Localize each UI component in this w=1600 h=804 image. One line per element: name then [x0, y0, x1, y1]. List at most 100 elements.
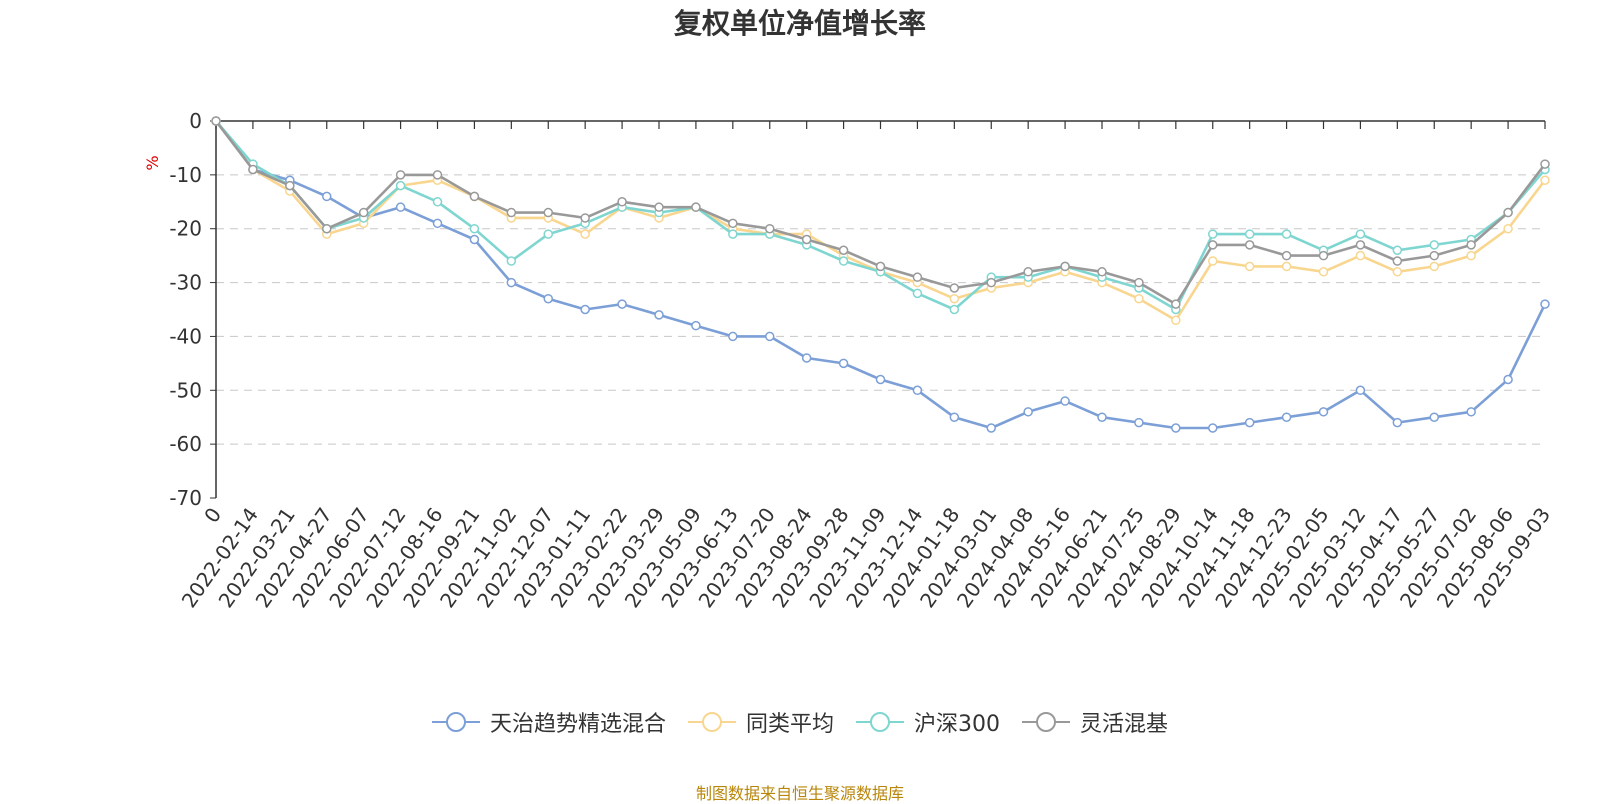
series-line-1: [214, 120, 1547, 322]
series-line-2: [215, 120, 1546, 311]
data-point-series-0: [395, 202, 406, 212]
data-point-series-2: [949, 304, 960, 315]
legend-item-series-3[interactable]: 灵活混基: [1022, 706, 1168, 738]
data-point-series-2: [506, 256, 517, 266]
legend-item-series-1[interactable]: 同类平均: [687, 706, 834, 738]
data-point-series-2: [469, 223, 480, 234]
data-point-series-1: [580, 229, 590, 239]
chart-legend: 天治趋势精选混合 同类平均 沪深300 灵活混基: [0, 706, 1600, 738]
data-point-series-3: [691, 202, 701, 212]
data-point-series-0: [1060, 396, 1070, 406]
data-point-series-0: [1023, 407, 1033, 417]
data-point-series-1: [1466, 250, 1476, 261]
data-point-series-3: [1355, 240, 1366, 250]
data-point-series-2: [838, 256, 849, 266]
data-point-series-3: [838, 245, 849, 256]
data-point-series-0: [1392, 417, 1403, 428]
chart-title: 复权单位净值增长率: [673, 7, 926, 40]
data-point-series-0: [1466, 407, 1476, 417]
data-point-series-0: [801, 353, 812, 363]
data-point-series-0: [1097, 412, 1107, 422]
legend-item-series-0[interactable]: 天治趋势精选混合: [431, 706, 666, 738]
data-point-series-1: [1281, 261, 1292, 272]
data-point-series-0: [765, 331, 775, 342]
data-point-series-0: [875, 374, 886, 385]
data-source-note: 制图数据来自恒生聚源数据库: [695, 784, 904, 803]
data-point-series-3: [986, 277, 996, 288]
data-point-series-0: [1540, 299, 1550, 309]
data-point-series-0: [617, 299, 627, 309]
data-point-series-0: [1244, 417, 1255, 428]
data-point-series-3: [765, 223, 775, 234]
data-point-series-3: [285, 180, 295, 191]
data-point-series-1: [1540, 175, 1550, 185]
y-axis-label: %: [143, 155, 162, 170]
y-tick-label: -20: [169, 217, 202, 241]
data-point-series-2: [395, 180, 406, 191]
y-tick-label: -30: [169, 271, 202, 295]
data-point-series-3: [1392, 256, 1403, 266]
y-tick-label: -50: [169, 378, 202, 402]
data-point-series-1: [1429, 261, 1439, 272]
data-point-series-3: [1171, 299, 1181, 309]
data-point-series-0: [654, 310, 664, 320]
y-tick-label: -70: [169, 486, 202, 510]
legend-label: 天治趋势精选混合: [489, 712, 666, 737]
x-tick-label: 0: [199, 503, 226, 527]
data-point-series-0: [1134, 417, 1144, 428]
data-point-series-3: [1060, 261, 1070, 272]
data-point-series-0: [469, 234, 480, 245]
data-point-series-3: [1540, 159, 1550, 169]
data-point-series-3: [1503, 207, 1513, 218]
data-point-series-3: [322, 223, 332, 234]
data-point-series-1: [1318, 267, 1329, 277]
data-point-series-0: [838, 358, 849, 369]
data-point-series-3: [1208, 240, 1218, 250]
data-point-series-3: [1097, 267, 1107, 277]
data-point-series-3: [912, 272, 923, 282]
data-point-series-3: [1429, 250, 1439, 261]
data-point-series-1: [1134, 293, 1144, 304]
data-point-series-0: [912, 385, 923, 396]
data-point-series-3: [1466, 240, 1476, 250]
data-point-series-2: [1392, 245, 1403, 256]
data-point-series-0: [1355, 385, 1366, 396]
data-point-series-3: [432, 170, 443, 180]
legend-label: 灵活混基: [1080, 712, 1169, 737]
data-point-series-0: [322, 191, 332, 202]
data-point-series-3: [506, 207, 517, 218]
y-tick-label: 0: [189, 109, 202, 133]
data-point-series-1: [1171, 315, 1181, 326]
data-point-series-3: [580, 213, 590, 223]
data-point-series-2: [1244, 229, 1255, 239]
data-point-series-2: [1429, 240, 1439, 250]
data-point-series-3: [248, 164, 258, 175]
legend-marker-icon: [431, 712, 480, 732]
data-point-series-3: [1281, 250, 1292, 261]
data-point-series-1: [949, 293, 960, 304]
data-point-series-2: [432, 197, 443, 207]
legend-marker-icon: [1022, 712, 1070, 732]
data-point-series-3: [1318, 250, 1329, 261]
data-point-series-2: [1208, 229, 1218, 239]
data-point-series-2: [543, 229, 553, 239]
legend-label: 沪深300: [914, 712, 1000, 737]
data-point-series-0: [986, 423, 996, 433]
data-point-series-3: [1023, 267, 1033, 277]
legend-marker-icon: [687, 712, 736, 732]
data-point-series-0: [1281, 412, 1292, 422]
data-point-series-1: [1503, 223, 1513, 234]
data-point-series-1: [1244, 261, 1255, 272]
y-tick-label: -40: [169, 324, 202, 348]
data-point-series-0: [506, 277, 517, 288]
legend-item-series-2[interactable]: 沪深300: [856, 706, 1000, 738]
data-point-series-3: [875, 261, 886, 272]
data-point-series-3: [543, 207, 553, 218]
data-point-series-3: [358, 207, 369, 218]
data-point-series-1: [1392, 267, 1403, 277]
data-point-series-1: [1208, 256, 1218, 266]
data-point-series-3: [949, 283, 960, 293]
data-point-series-0: [543, 293, 553, 304]
data-point-series-1: [1355, 250, 1366, 261]
